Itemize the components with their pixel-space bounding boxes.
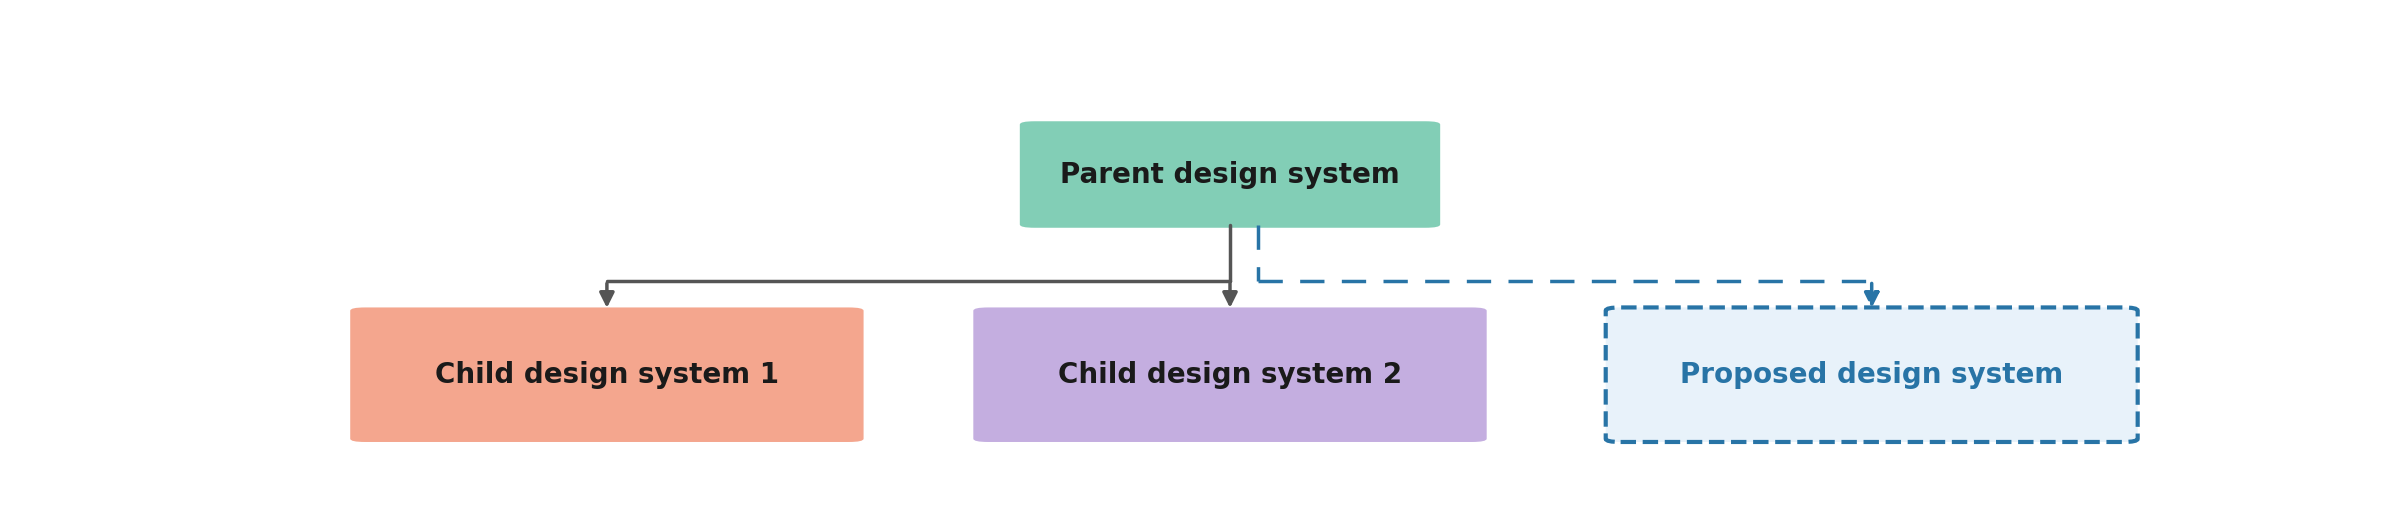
Text: Child design system 1: Child design system 1 [434,361,780,389]
FancyBboxPatch shape [1020,121,1440,228]
FancyBboxPatch shape [1606,307,2138,442]
Text: Child design system 2: Child design system 2 [1058,361,1402,389]
FancyBboxPatch shape [350,307,864,442]
Text: Parent design system: Parent design system [1061,161,1399,189]
FancyBboxPatch shape [974,307,1486,442]
Text: Proposed design system: Proposed design system [1680,361,2064,389]
